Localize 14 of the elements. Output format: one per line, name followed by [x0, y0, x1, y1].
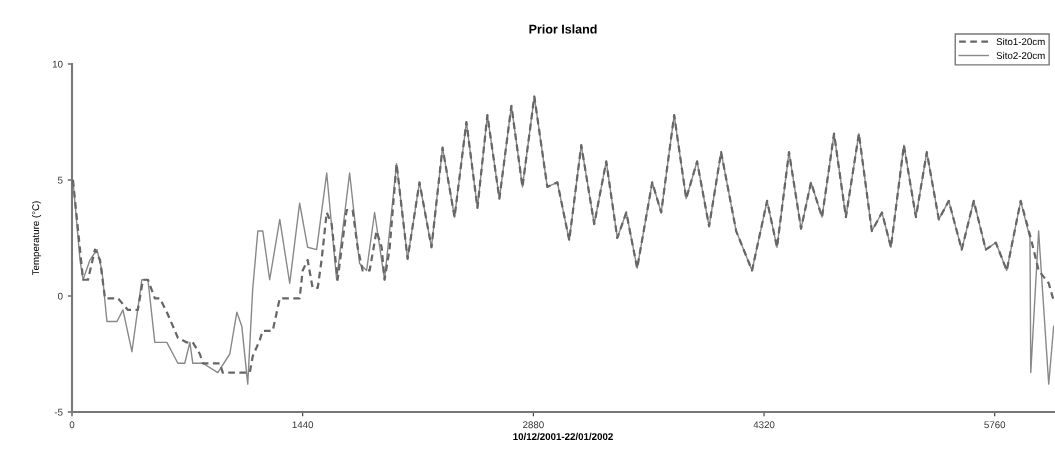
- y-tick-label: 5: [57, 176, 63, 184]
- legend-label: Sito1-20cm: [996, 37, 1045, 46]
- x-tick-label: 2880: [523, 421, 544, 429]
- y-tick-label: 0: [57, 292, 63, 300]
- y-tick-label: -5: [54, 408, 63, 416]
- x-tick-label: 5760: [984, 421, 1006, 429]
- y-tick-label: 10: [52, 60, 63, 68]
- x-axis-title: 10/12/2001-22/01/2002: [513, 432, 613, 441]
- x-tick-label: 1440: [292, 421, 314, 429]
- chart-title: Prior Island: [529, 24, 597, 34]
- x-tick-label: 0: [69, 421, 75, 429]
- y-axis-title: Temperature (°C): [31, 201, 42, 276]
- legend-label: Sito2-20cm: [996, 51, 1045, 60]
- x-tick-label: 4320: [753, 421, 775, 429]
